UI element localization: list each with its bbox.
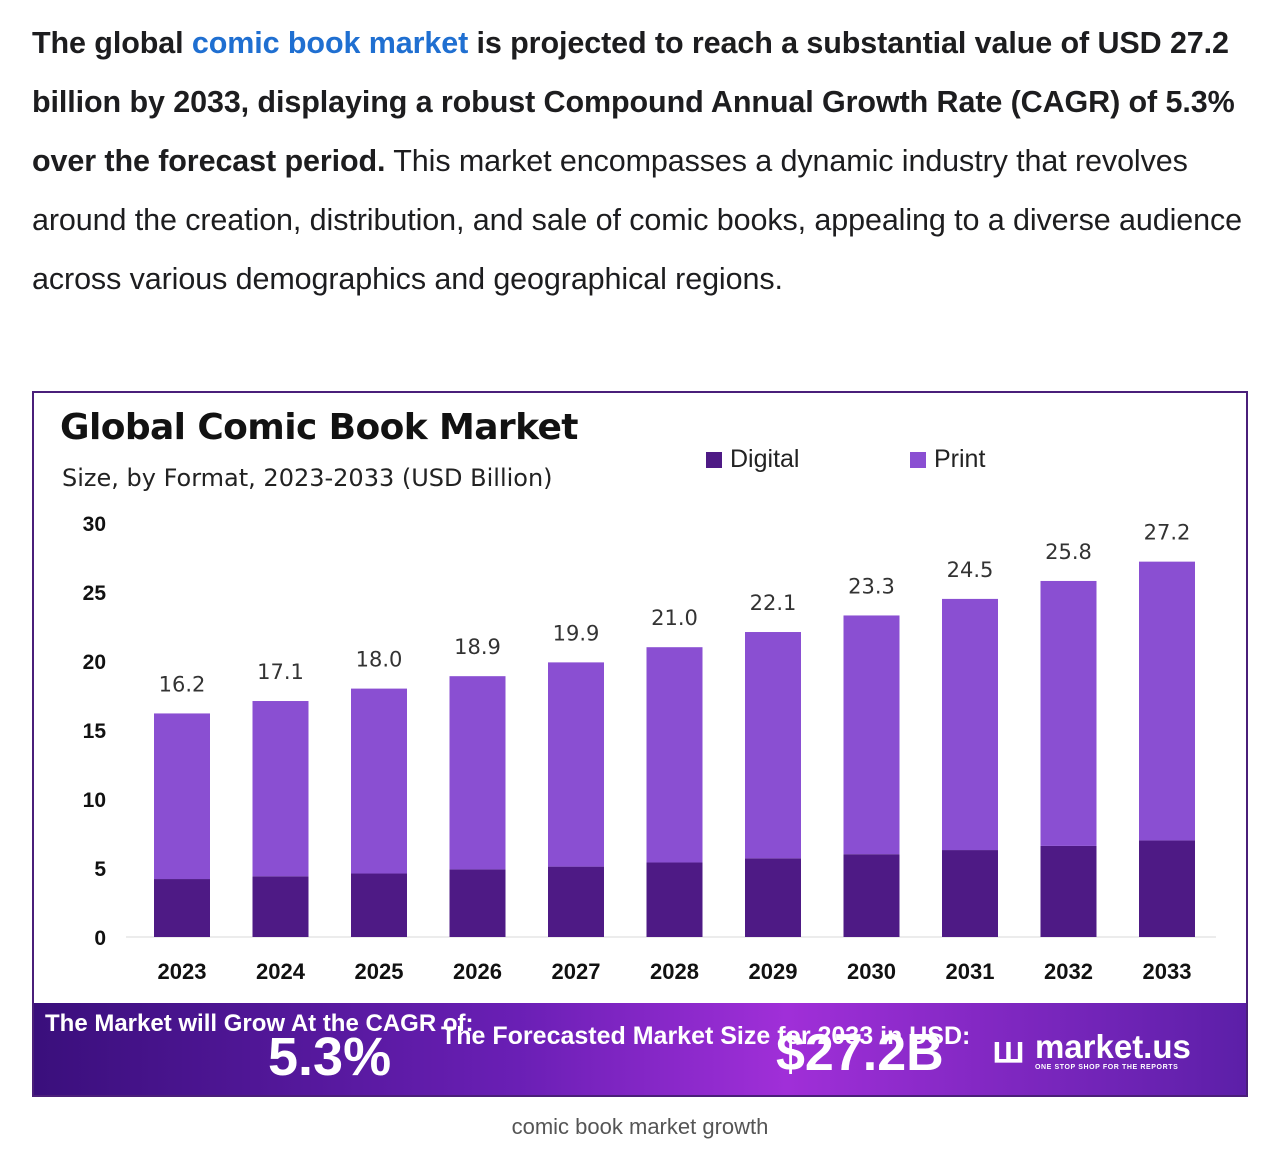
figure-caption: comic book market growth <box>511 1114 769 1139</box>
bar-print-2031 <box>942 598 998 851</box>
bar-digital-2026 <box>449 869 506 937</box>
y-tick-label: 5 <box>94 858 106 881</box>
x-tick-label: 2025 <box>355 959 404 984</box>
y-tick-label: 30 <box>83 513 106 536</box>
x-tick-label: 2032 <box>1044 959 1093 984</box>
article-text-regular: This market encompasses a dynamic indust… <box>32 144 1242 296</box>
bar-digital-2029 <box>745 858 801 937</box>
market-chart-figure: Global Comic Book Market Size, by Format… <box>32 391 1248 1097</box>
y-tick-label: 10 <box>83 789 106 812</box>
logo-name: market.us <box>1034 1027 1191 1065</box>
market-us-logo: ꟺ market.us ONE STOP SHOP FOR THE REPORT… <box>992 1029 1191 1071</box>
logo-text: market.us ONE STOP SHOP FOR THE REPORTS <box>1034 1027 1191 1071</box>
bar-print-2033 <box>1139 561 1195 841</box>
data-label-2028: 21.0 <box>651 606 698 630</box>
x-tick-label: 2033 <box>1143 959 1192 984</box>
legend-digital-swatch <box>706 451 722 468</box>
data-label-2030: 23.3 <box>848 574 895 598</box>
data-label-2024: 17.1 <box>257 660 304 684</box>
legend-digital-label: Digital <box>730 445 800 473</box>
summary-banner: The Market will Grow At the CAGR of: 5.3… <box>34 1003 1246 1095</box>
bar-digital-2033 <box>1139 840 1195 937</box>
x-tick-label: 2024 <box>256 959 306 984</box>
legend-print-label: Print <box>934 445 986 473</box>
bar-print-2026 <box>449 676 506 870</box>
x-tick-label: 2031 <box>946 959 995 984</box>
chart-subtitle: Size, by Format, 2023-2033 (USD Billion) <box>62 464 553 492</box>
x-tick-label: 2029 <box>749 959 798 984</box>
bar-print-2032 <box>1040 580 1097 846</box>
x-tick-label: 2023 <box>158 959 207 984</box>
bar-digital-2025 <box>351 873 407 937</box>
x-tick-label: 2028 <box>650 959 699 984</box>
comic-book-market-link[interactable]: comic book market <box>191 26 469 60</box>
bar-print-2023 <box>154 713 210 880</box>
bar-chart-plot: 05101520253016.2202317.1202418.0202518.9… <box>83 513 1216 984</box>
data-label-2029: 22.1 <box>750 591 797 615</box>
bar-digital-2024 <box>252 876 309 937</box>
bar-print-2030 <box>843 615 900 855</box>
chart-title: Global Comic Book Market <box>60 407 578 448</box>
market-us-logo-icon: ꟺ <box>992 1029 1025 1070</box>
article-paragraph: The global comic book market is projecte… <box>32 14 1247 309</box>
banner-forecast-label: The Forecasted Market Size for 2033 in U… <box>441 1022 971 1050</box>
bar-digital-2023 <box>154 879 210 937</box>
x-tick-label: 2027 <box>552 959 601 984</box>
legend-print-swatch <box>910 451 926 468</box>
legend-print: Print <box>910 445 985 474</box>
bar-print-2027 <box>548 662 604 867</box>
data-label-2025: 18.0 <box>356 648 403 672</box>
banner-cagr-value: 5.3% <box>268 1027 392 1087</box>
article-text-bold-2: is projected to reach a substantial valu… <box>32 26 1235 178</box>
data-label-2023: 16.2 <box>159 672 206 696</box>
data-label-2031: 24.5 <box>947 558 994 582</box>
bar-digital-2030 <box>843 854 900 937</box>
y-tick-label: 20 <box>83 651 106 674</box>
y-tick-label: 15 <box>83 720 107 743</box>
bar-print-2024 <box>252 701 309 877</box>
legend-digital: Digital <box>706 445 799 474</box>
data-label-2026: 18.9 <box>454 635 501 659</box>
bar-print-2029 <box>745 632 801 859</box>
article-text-bold-1: The global <box>32 26 192 60</box>
x-tick-label: 2030 <box>847 959 896 984</box>
banner-forecast-value: $27.2B <box>776 1024 944 1082</box>
bar-digital-2027 <box>548 866 604 937</box>
bar-print-2025 <box>351 688 407 874</box>
bar-digital-2031 <box>942 850 998 937</box>
bar-digital-2028 <box>646 862 703 937</box>
bar-print-2028 <box>646 647 703 863</box>
logo-tagline: ONE STOP SHOP FOR THE REPORTS <box>1034 1063 1179 1071</box>
y-tick-label: 25 <box>83 582 107 605</box>
banner-cagr-label: The Market will Grow At the CAGR of: <box>45 1010 474 1037</box>
y-tick-label: 0 <box>94 927 106 950</box>
data-label-2027: 19.9 <box>553 621 600 645</box>
bar-digital-2032 <box>1040 845 1097 937</box>
data-label-2033: 27.2 <box>1144 521 1191 545</box>
x-tick-label: 2026 <box>453 959 502 984</box>
data-label-2032: 25.8 <box>1045 540 1092 564</box>
